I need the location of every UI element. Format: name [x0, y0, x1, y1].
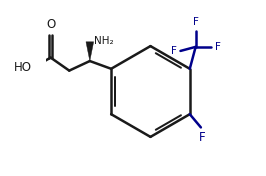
Text: F: F: [193, 17, 199, 27]
Text: F: F: [172, 46, 177, 56]
Text: NH₂: NH₂: [94, 36, 114, 46]
Text: F: F: [199, 131, 206, 144]
Polygon shape: [86, 42, 94, 61]
Text: O: O: [46, 18, 55, 31]
Text: HO: HO: [13, 61, 31, 74]
Text: F: F: [214, 42, 221, 52]
